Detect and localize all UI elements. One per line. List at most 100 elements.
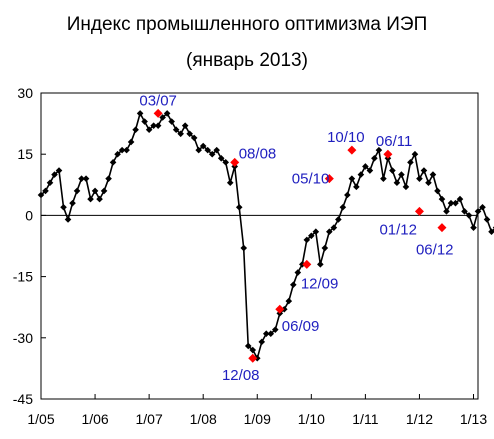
series-point: [73, 187, 81, 195]
annotation-label: 06/09: [282, 318, 320, 335]
series-point: [82, 175, 90, 182]
series-point: [159, 114, 166, 121]
series-point: [353, 183, 360, 191]
series-point: [271, 326, 279, 333]
series-point: [136, 110, 144, 117]
annotation-label: 06/12: [416, 242, 454, 259]
highlight-point: [153, 108, 163, 118]
x-tick-label: 1/05: [27, 411, 54, 427]
series-point: [285, 297, 293, 305]
series-point: [294, 269, 302, 276]
series-point: [37, 191, 45, 199]
series-point: [42, 187, 49, 195]
x-tick-label: 1/06: [81, 411, 108, 427]
series-point: [91, 187, 99, 195]
series-point: [123, 146, 130, 154]
annotation-label: 05/10: [292, 171, 330, 188]
series-point: [389, 167, 396, 174]
series-point: [150, 122, 157, 129]
chart-title-line2: (январь 2013): [186, 50, 308, 71]
annotation-label: 01/12: [379, 221, 417, 238]
series-point: [339, 203, 347, 211]
series-point: [132, 126, 139, 134]
series-point: [154, 122, 162, 129]
highlight-point: [230, 157, 240, 167]
series-point: [78, 175, 85, 182]
series-point: [317, 261, 324, 268]
series-point: [303, 236, 311, 244]
series-point: [177, 130, 184, 138]
series-point: [168, 118, 175, 125]
series-point: [402, 183, 410, 191]
series-point: [321, 244, 329, 252]
highlight-point: [383, 149, 393, 159]
x-tick-label: 1/10: [298, 411, 325, 427]
series-point: [190, 134, 198, 142]
series-point: [461, 208, 468, 215]
series-point: [429, 171, 437, 178]
highlight-point: [414, 206, 424, 216]
series-point: [447, 199, 455, 207]
annotation-label: 10/10: [327, 129, 365, 146]
series-point: [127, 138, 135, 146]
series-point: [416, 175, 423, 182]
y-tick-label: 15: [17, 146, 33, 162]
series-point: [51, 171, 58, 178]
series-point: [362, 163, 369, 170]
x-tick-label: 1/11: [352, 411, 378, 427]
chart-title-line1: Индекс промышленного оптимизма ИЭП: [66, 14, 428, 35]
series-point: [96, 195, 103, 203]
highlight-point: [302, 259, 312, 269]
x-tick-label: 1/07: [136, 411, 163, 427]
series-point: [244, 342, 252, 350]
series-point: [443, 208, 450, 215]
series-point: [60, 203, 67, 211]
series-point: [366, 167, 374, 174]
series-point: [55, 167, 63, 174]
series-point: [213, 146, 221, 154]
series-point: [308, 232, 315, 240]
series-point: [465, 212, 473, 219]
series-point: [470, 224, 477, 231]
series-point: [222, 159, 230, 166]
series-point: [425, 179, 432, 187]
series-point: [141, 118, 148, 125]
series-point: [456, 195, 464, 203]
x-tick-label: 1/09: [244, 411, 271, 427]
series-point: [312, 228, 320, 236]
series-point: [420, 167, 428, 174]
series-point: [217, 154, 225, 162]
annotation-label: 12/09: [301, 275, 339, 292]
annotation-label: 06/11: [376, 133, 412, 150]
series-point: [280, 305, 288, 313]
y-tick-label: -45: [13, 391, 33, 407]
series-point: [181, 122, 189, 129]
series-point: [344, 191, 351, 199]
x-tick-label: 1/12: [406, 411, 433, 427]
x-tick-label: 1/13: [460, 411, 487, 427]
series-point: [235, 203, 243, 211]
y-tick-label: -30: [13, 330, 33, 346]
series-point: [348, 175, 356, 182]
series-point: [398, 171, 405, 178]
plot-frame: [40, 92, 479, 400]
series-point: [258, 338, 266, 346]
y-tick-label: 30: [17, 85, 33, 101]
series-point: [411, 150, 419, 158]
y-tick-label: 0: [25, 207, 33, 223]
series-point: [145, 126, 153, 134]
series-point: [393, 179, 401, 187]
series-point: [226, 179, 234, 187]
series-point: [87, 195, 94, 203]
series-point: [267, 330, 275, 338]
series-point: [105, 175, 112, 182]
series-point: [474, 208, 482, 215]
series-point: [479, 203, 486, 211]
annotation-label: 08/08: [239, 145, 277, 162]
highlight-point: [324, 174, 334, 184]
highlight-point: [437, 223, 447, 233]
series-point: [253, 354, 261, 362]
series-point: [434, 187, 441, 195]
series-point: [240, 244, 248, 252]
